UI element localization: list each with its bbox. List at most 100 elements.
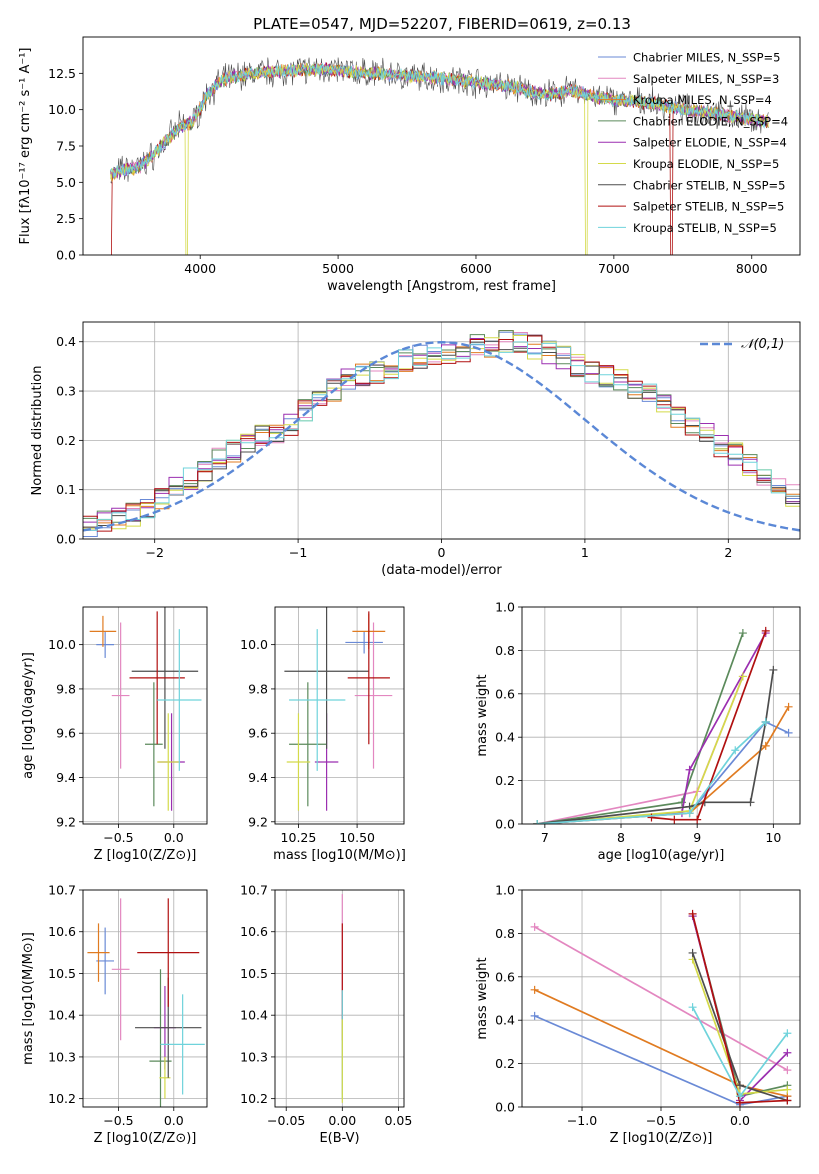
spectrum-line xyxy=(110,62,769,179)
y-tick-label: 0.2 xyxy=(56,433,76,448)
y-tick-label: 1.0 xyxy=(495,883,515,898)
y-tick-label: 10.7 xyxy=(240,883,268,898)
x-axis-label: age [log10(age/yr)] xyxy=(598,848,725,863)
weight-marker xyxy=(685,809,694,818)
y-axis-label: mass [log10(M/M⊙)] xyxy=(21,932,36,1065)
legend-entry: Chabrier MILES, N_SSP=5 xyxy=(633,51,780,65)
y-axis-label: Flux [fλ10⁻¹⁷ erg cm⁻² s⁻¹ A⁻¹] xyxy=(18,48,33,245)
x-tick-label: 7000 xyxy=(598,261,630,276)
y-tick-label: 0.2 xyxy=(495,773,515,788)
x-tick-label: 6000 xyxy=(460,261,492,276)
plot-area-mass-vs-Z xyxy=(87,898,205,1107)
x-tick-label: 8 xyxy=(617,830,625,845)
x-tick-label: 4000 xyxy=(184,261,216,276)
weight-marker xyxy=(783,1085,792,1094)
weight-marker xyxy=(761,626,770,635)
weight-line xyxy=(534,926,788,1071)
x-tick-label: 10.50 xyxy=(339,830,375,845)
y-tick-label: 0.3 xyxy=(56,384,76,399)
legend-entry: Kroupa STELIB, N_SSP=5 xyxy=(633,221,777,235)
axes-frame xyxy=(82,36,801,256)
y-axis-label: mass weight xyxy=(475,674,490,756)
x-axis-label: E(B-V) xyxy=(319,1131,359,1146)
weight-marker xyxy=(688,948,697,957)
weight-line xyxy=(537,632,767,824)
y-tick-label: 0.2 xyxy=(495,1056,515,1071)
weight-marker xyxy=(761,741,770,750)
y-tick-label: 0.8 xyxy=(495,643,515,658)
spectrum-line xyxy=(110,62,769,255)
weight-marker xyxy=(784,702,793,711)
y-tick-label: 9.8 xyxy=(56,681,76,696)
legend-entry: Salpeter MILES, N_SSP=3 xyxy=(633,72,779,86)
y-axis-label: mass weight xyxy=(475,957,490,1039)
y-tick-label: 10.0 xyxy=(48,637,76,652)
weight-marker xyxy=(738,672,747,681)
weight-marker xyxy=(693,815,702,824)
y-tick-label: 10.0 xyxy=(48,102,76,117)
plot-area-spectrum xyxy=(110,57,769,255)
y-tick-label: 9.6 xyxy=(56,726,76,741)
y-tick-label: 10.2 xyxy=(48,1091,76,1106)
plot-area-weight-vs-Z xyxy=(530,909,792,1107)
x-axis-label: wavelength [Angstrom, rest frame] xyxy=(327,279,556,294)
panel-age-vs-Z: −0.5 0.0 9.2 9.4 9.6 9.8 10.0 Z [log10(Z/Z⊙)] ag… xyxy=(21,606,208,863)
y-tick-label: 0.8 xyxy=(495,926,515,941)
weight-marker xyxy=(731,746,740,755)
weight-marker xyxy=(735,1081,744,1090)
weight-marker xyxy=(783,1066,792,1075)
x-tick-label: 10.25 xyxy=(281,830,317,845)
y-tick-label: 10.3 xyxy=(48,1049,76,1064)
weight-marker xyxy=(738,629,747,638)
panel-mass-vs-Z: −0.5 0.0 10.2 10.3 10.4 10.5 10.6 10.7 Z [log10(… xyxy=(21,883,208,1146)
y-tick-label: 2.5 xyxy=(56,211,76,226)
x-tick-label: 10 xyxy=(765,830,781,845)
legend-entry: Salpeter STELIB, N_SSP=5 xyxy=(633,200,784,214)
axes-frame xyxy=(274,606,405,825)
legend-entry: Chabrier STELIB, N_SSP=5 xyxy=(633,178,785,192)
y-tick-label: 0.0 xyxy=(495,1100,515,1115)
y-tick-label: 0.0 xyxy=(56,248,76,263)
normal-curve xyxy=(83,340,800,532)
x-axis-label: Z [log10(Z/Z⊙)] xyxy=(94,848,197,863)
weight-line xyxy=(537,669,775,824)
weight-line xyxy=(537,721,767,824)
x-tick-label: 0.05 xyxy=(384,1113,412,1128)
legend-entry: Kroupa ELODIE, N_SSP=5 xyxy=(633,157,779,171)
x-tick-label: 0.0 xyxy=(730,1113,750,1128)
y-tick-label: 9.8 xyxy=(248,681,268,696)
x-tick-label: 1 xyxy=(581,545,589,560)
panel-spectrum: 4000 5000 6000 7000 8000 0.0 2.5 5.0 7.5 10.0 12.5… xyxy=(18,36,801,294)
x-tick-label: 8000 xyxy=(736,261,768,276)
weight-marker xyxy=(685,765,694,774)
y-tick-label: 0.6 xyxy=(495,969,515,984)
plot-area-age-vs-Z xyxy=(89,607,202,811)
axes-frame xyxy=(521,889,801,1108)
y-tick-label: 5.0 xyxy=(56,175,76,190)
weight-marker xyxy=(761,718,770,727)
weight-marker xyxy=(533,820,542,824)
weight-marker xyxy=(530,922,539,931)
y-tick-label: 10.4 xyxy=(240,1008,268,1023)
x-tick-label: −0.5 xyxy=(646,1113,676,1128)
panel-mass-vs-EBV: −0.05 0.00 0.05 10.2 10.3 10.4 10.5 10.6 10.7 E(B… xyxy=(240,883,412,1147)
weight-marker xyxy=(783,1029,792,1038)
weight-marker xyxy=(769,665,778,674)
x-tick-label: −0.5 xyxy=(103,1113,133,1128)
weight-marker xyxy=(688,909,697,918)
y-tick-label: 9.4 xyxy=(248,770,268,785)
legend-entry: 𝒩(0,1) xyxy=(741,337,784,352)
x-tick-label: −1 xyxy=(289,545,307,560)
legend-entry: Salpeter ELODIE, N_SSP=4 xyxy=(633,136,787,150)
y-tick-label: 12.5 xyxy=(48,66,76,81)
weight-line xyxy=(537,706,790,824)
x-tick-label: 0.00 xyxy=(328,1113,356,1128)
weight-marker xyxy=(735,1092,744,1101)
x-tick-label: −0.05 xyxy=(267,1113,305,1128)
weight-marker xyxy=(530,985,539,994)
y-tick-label: 0.6 xyxy=(495,686,515,701)
y-tick-label: 10.6 xyxy=(240,924,268,939)
plot-area-weight-vs-age xyxy=(533,626,793,824)
histogram-step xyxy=(83,335,800,532)
